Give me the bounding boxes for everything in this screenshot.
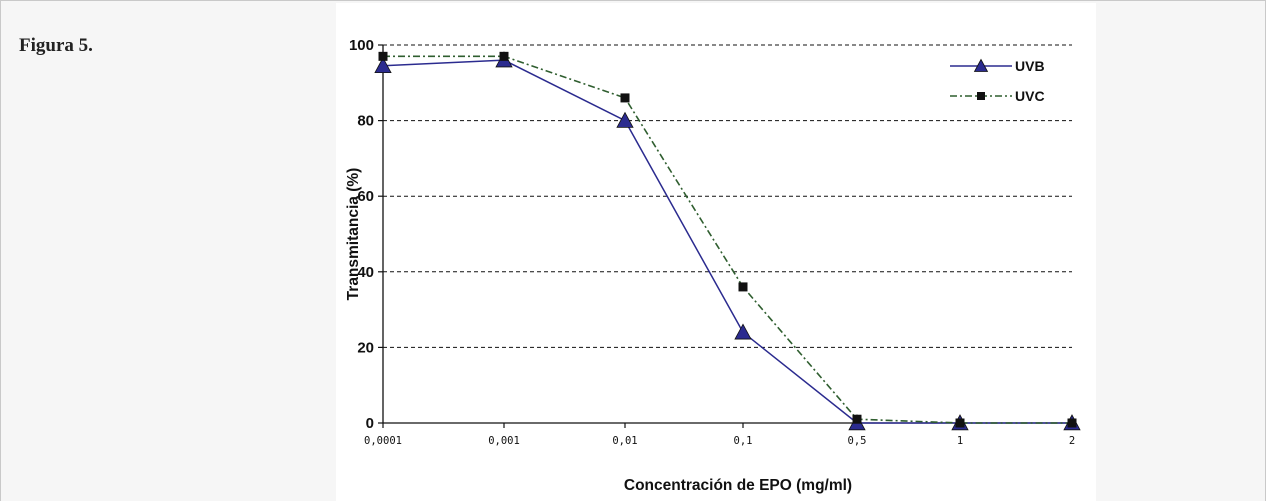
y-tick-label: 60 <box>357 188 374 205</box>
point-uvc <box>620 93 630 103</box>
x-axis-title: Concentración de EPO (mg/ml) <box>624 477 852 494</box>
y-tick-label: 80 <box>357 113 374 130</box>
y-tick-label: 100 <box>349 37 374 54</box>
point-uvb <box>734 323 752 340</box>
legend-label-uvb: UVB <box>1015 58 1045 74</box>
legend-label-uvc: UVC <box>1015 88 1045 104</box>
point-uvc <box>378 51 388 61</box>
x-tick-label: 0,5 <box>848 435 867 447</box>
point-uvb <box>374 56 392 73</box>
y-tick-label: 40 <box>357 264 374 281</box>
x-tick-label: 0,01 <box>612 435 637 447</box>
point-uvc <box>852 414 862 424</box>
point-uvc <box>499 51 509 61</box>
plot-area <box>383 45 1072 423</box>
point-uvc <box>738 282 748 292</box>
y-axis-title: Transmitancia (%) <box>345 168 362 301</box>
x-tick-label: 0,001 <box>488 435 520 447</box>
y-tick-label: 20 <box>357 339 374 356</box>
x-tick-label: 0,1 <box>734 435 753 447</box>
point-uvc <box>955 418 965 428</box>
legend-marker-uvb <box>973 58 989 72</box>
point-uvb <box>616 111 634 128</box>
x-tick-label: 2 <box>1069 435 1075 447</box>
y-tick-label: 0 <box>366 415 374 432</box>
x-tick-label: 1 <box>957 435 963 447</box>
x-tick-label: 0,0001 <box>364 435 402 447</box>
figure-label: Figura 5. <box>19 35 93 56</box>
legend-marker-uvc <box>977 92 985 100</box>
point-uvc <box>1067 418 1077 428</box>
